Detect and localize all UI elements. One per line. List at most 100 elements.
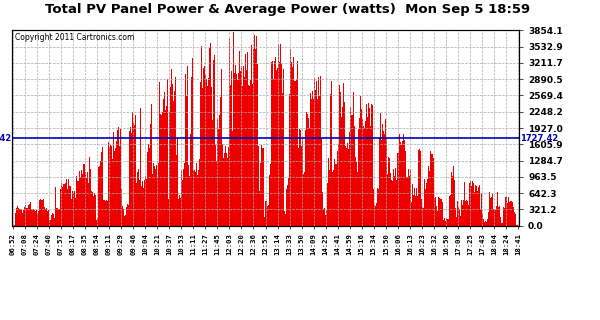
- Bar: [386, 138, 387, 226]
- Bar: [401, 146, 402, 226]
- Bar: [50, 220, 51, 226]
- Bar: [439, 198, 440, 226]
- Bar: [83, 164, 84, 226]
- Bar: [242, 86, 243, 226]
- Bar: [40, 199, 41, 226]
- Bar: [247, 52, 248, 226]
- Bar: [339, 85, 340, 226]
- Bar: [236, 74, 237, 226]
- Bar: [415, 196, 416, 226]
- Bar: [205, 76, 206, 226]
- Bar: [226, 153, 227, 226]
- Bar: [175, 77, 176, 226]
- Bar: [294, 81, 295, 226]
- Bar: [373, 188, 374, 226]
- Bar: [102, 147, 103, 226]
- Bar: [501, 223, 502, 226]
- Bar: [512, 207, 514, 226]
- Bar: [278, 44, 279, 226]
- Bar: [316, 81, 317, 226]
- Bar: [77, 181, 78, 226]
- Bar: [65, 182, 67, 226]
- Bar: [372, 105, 373, 226]
- Bar: [100, 161, 101, 226]
- Bar: [427, 180, 428, 226]
- Bar: [16, 208, 17, 226]
- Bar: [442, 202, 443, 226]
- Bar: [406, 177, 407, 226]
- Bar: [450, 195, 451, 226]
- Bar: [136, 183, 137, 226]
- Bar: [139, 180, 140, 226]
- Bar: [96, 220, 97, 226]
- Bar: [338, 144, 339, 226]
- Bar: [37, 213, 38, 226]
- Bar: [473, 183, 474, 226]
- Bar: [30, 202, 31, 226]
- Bar: [21, 209, 22, 226]
- Bar: [457, 201, 458, 226]
- Bar: [514, 212, 515, 226]
- Bar: [302, 148, 304, 226]
- Bar: [475, 185, 476, 226]
- Bar: [129, 131, 130, 226]
- Bar: [192, 59, 193, 226]
- Bar: [119, 137, 121, 226]
- Bar: [323, 209, 324, 226]
- Bar: [448, 219, 449, 226]
- Bar: [113, 133, 115, 226]
- Bar: [510, 201, 511, 226]
- Bar: [59, 189, 61, 226]
- Bar: [340, 92, 341, 226]
- Bar: [172, 84, 173, 226]
- Bar: [231, 71, 232, 226]
- Bar: [98, 167, 100, 226]
- Bar: [418, 150, 419, 226]
- Bar: [292, 67, 293, 226]
- Bar: [380, 113, 381, 226]
- Bar: [506, 197, 507, 226]
- Bar: [91, 191, 92, 226]
- Bar: [331, 81, 332, 226]
- Bar: [379, 137, 380, 226]
- Bar: [359, 118, 360, 226]
- Bar: [166, 106, 167, 226]
- Bar: [259, 191, 260, 226]
- Bar: [468, 204, 469, 226]
- Bar: [132, 112, 133, 226]
- Bar: [343, 83, 344, 226]
- Bar: [230, 84, 231, 226]
- Bar: [412, 184, 413, 226]
- Bar: [260, 163, 261, 226]
- Bar: [25, 205, 26, 226]
- Bar: [304, 172, 305, 226]
- Bar: [333, 170, 334, 226]
- Bar: [203, 68, 204, 226]
- Bar: [69, 186, 70, 226]
- Bar: [23, 210, 24, 226]
- Bar: [467, 201, 468, 226]
- Bar: [56, 208, 57, 226]
- Bar: [150, 124, 151, 226]
- Bar: [74, 191, 75, 226]
- Bar: [213, 60, 214, 226]
- Bar: [456, 217, 457, 226]
- Bar: [305, 130, 306, 226]
- Bar: [237, 80, 238, 226]
- Bar: [430, 151, 431, 226]
- Bar: [314, 78, 315, 226]
- Bar: [238, 73, 239, 226]
- Text: 1727.42: 1727.42: [0, 134, 11, 143]
- Bar: [148, 144, 149, 226]
- Bar: [345, 146, 346, 226]
- Bar: [73, 193, 74, 226]
- Bar: [451, 172, 452, 226]
- Bar: [160, 114, 161, 226]
- Bar: [178, 199, 179, 226]
- Bar: [431, 154, 433, 226]
- Bar: [297, 61, 298, 226]
- Bar: [135, 115, 136, 226]
- Bar: [264, 217, 265, 226]
- Bar: [63, 184, 64, 226]
- Bar: [284, 211, 285, 226]
